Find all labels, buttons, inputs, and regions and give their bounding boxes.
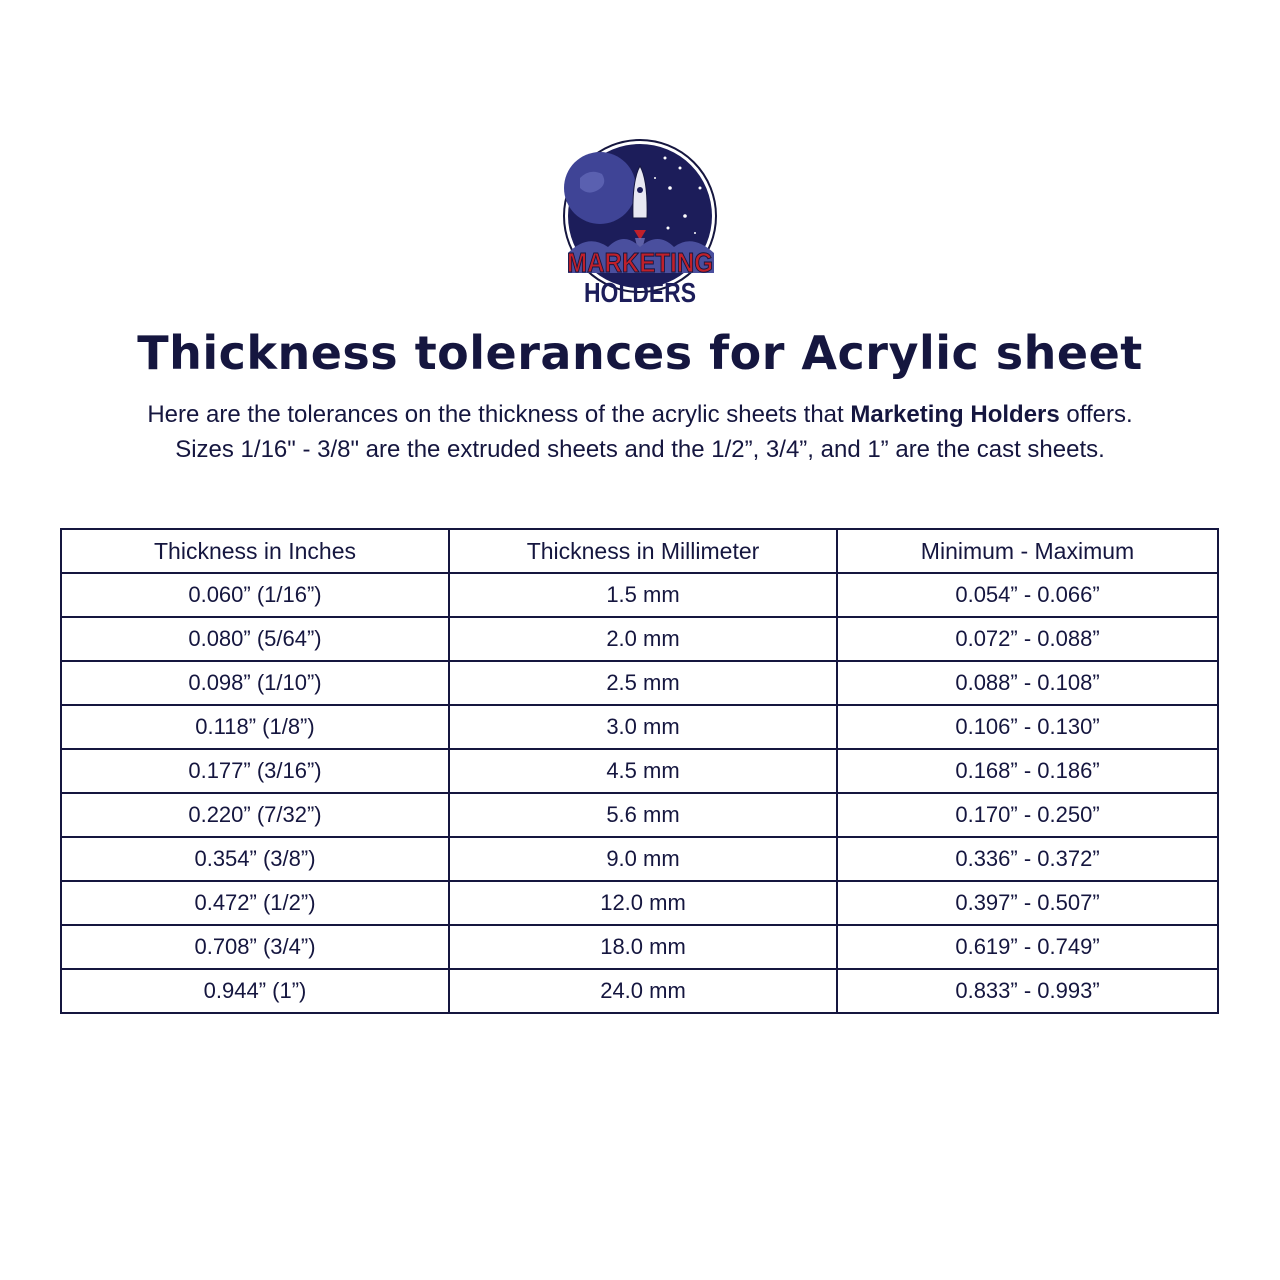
cell-millimeter: 18.0 mm [448, 924, 838, 970]
stars-icon [654, 156, 702, 234]
cell-min-max: 0.833” - 0.993” [836, 968, 1219, 1014]
intro-text: Here are the tolerances on the thickness… [147, 401, 851, 428]
cell-inches: 0.060” (1/16”) [60, 572, 450, 618]
cell-millimeter: 2.0 mm [448, 616, 838, 662]
svg-text:MARKETING: MARKETING [567, 247, 713, 278]
brand-name: Marketing Holders [850, 401, 1060, 428]
table-header-row: Thickness in Inches Thickness in Millime… [60, 528, 1219, 574]
cell-millimeter: 4.5 mm [448, 748, 838, 794]
cell-min-max: 0.619” - 0.749” [836, 924, 1219, 970]
header-min-max: Minimum - Maximum [836, 528, 1219, 574]
cell-min-max: 0.088” - 0.108” [836, 660, 1219, 706]
table-row: 0.177” (3/16”) 4.5 mm 0.168” - 0.186” [60, 748, 1219, 794]
cell-millimeter: 24.0 mm [448, 968, 838, 1014]
cell-millimeter: 9.0 mm [448, 836, 838, 882]
cell-millimeter: 2.5 mm [448, 660, 838, 706]
cell-inches: 0.220” (7/32”) [60, 792, 450, 838]
intro-line-1: Here are the tolerances on the thickness… [0, 401, 1280, 429]
cell-min-max: 0.168” - 0.186” [836, 748, 1219, 794]
cell-inches: 0.708” (3/4”) [60, 924, 450, 970]
intro-text-end: offers. [1059, 401, 1133, 428]
table-row: 0.118” (1/8”) 3.0 mm 0.106” - 0.130” [60, 704, 1219, 750]
cell-min-max: 0.397” - 0.507” [836, 880, 1219, 926]
page-title: Thickness tolerances for Acrylic sheet [137, 326, 1143, 380]
header-inches: Thickness in Inches [60, 528, 450, 574]
table-row: 0.060” (1/16”) 1.5 mm 0.054” - 0.066” [60, 572, 1219, 618]
cell-inches: 0.472” (1/2”) [60, 880, 450, 926]
cell-millimeter: 1.5 mm [448, 572, 838, 618]
header-millimeter: Thickness in Millimeter [448, 528, 838, 574]
cell-inches: 0.354” (3/8”) [60, 836, 450, 882]
table-row: 0.080” (5/64”) 2.0 mm 0.072” - 0.088” [60, 616, 1219, 662]
cell-millimeter: 3.0 mm [448, 704, 838, 750]
svg-text:HOLDERS: HOLDERS [584, 277, 696, 308]
cell-millimeter: 5.6 mm [448, 792, 838, 838]
cell-min-max: 0.170” - 0.250” [836, 792, 1219, 838]
table-row: 0.354” (3/8”) 9.0 mm 0.336” - 0.372” [60, 836, 1219, 882]
cell-inches: 0.177” (3/16”) [60, 748, 450, 794]
cell-min-max: 0.106” - 0.130” [836, 704, 1219, 750]
cell-millimeter: 12.0 mm [448, 880, 838, 926]
cell-inches: 0.944” (1”) [60, 968, 450, 1014]
rocket-icon [632, 164, 648, 258]
cell-min-max: 0.054” - 0.066” [836, 572, 1219, 618]
table-row: 0.944” (1”) 24.0 mm 0.833” - 0.993” [60, 968, 1219, 1014]
cell-min-max: 0.336” - 0.372” [836, 836, 1219, 882]
cell-inches: 0.098” (1/10”) [60, 660, 450, 706]
cell-min-max: 0.072” - 0.088” [836, 616, 1219, 662]
cell-inches: 0.118” (1/8”) [60, 704, 450, 750]
marketing-holders-logo: MARKETING HOLDERS [563, 139, 717, 308]
table-row: 0.708” (3/4”) 18.0 mm 0.619” - 0.749” [60, 924, 1219, 970]
intro-line-2: Sizes 1/16" - 3/8" are the extruded shee… [175, 436, 1105, 463]
table-row: 0.220” (7/32”) 5.6 mm 0.170” - 0.250” [60, 792, 1219, 838]
cell-inches: 0.080” (5/64”) [60, 616, 450, 662]
table-row: 0.472” (1/2”) 12.0 mm 0.397” - 0.507” [60, 880, 1219, 926]
tolerance-table: Thickness in Inches Thickness in Millime… [60, 528, 1219, 1014]
table-row: 0.098” (1/10”) 2.5 mm 0.088” - 0.108” [60, 660, 1219, 706]
